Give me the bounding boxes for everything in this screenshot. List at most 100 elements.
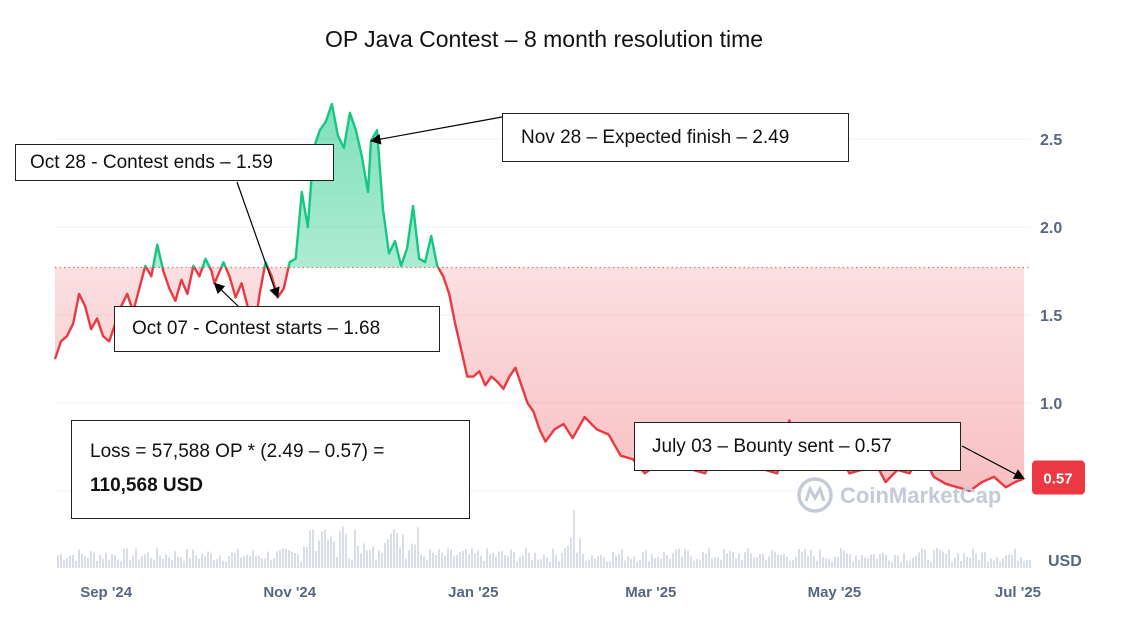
volume-bar [66, 558, 68, 568]
volume-bar [549, 561, 551, 568]
y-tick-label: 1.5 [1040, 308, 1062, 325]
volume-bar [570, 537, 572, 568]
volume-bar [936, 548, 938, 568]
volume-bar [855, 555, 857, 568]
volume-bar [387, 539, 389, 568]
volume-bar [900, 561, 902, 568]
volume-bar [543, 554, 545, 568]
volume-bar [579, 538, 581, 568]
volume-bar [810, 549, 812, 568]
volume-bar [912, 557, 914, 568]
x-tick-label: Mar '25 [625, 584, 676, 601]
volume-bar [357, 545, 359, 568]
volume-bar [741, 560, 743, 568]
volume-bar [987, 561, 989, 568]
volume-bar [864, 557, 866, 568]
volume-bar [945, 554, 947, 568]
volume-bar [942, 551, 944, 568]
x-tick-label: Sep '24 [80, 584, 133, 601]
volume-bar [996, 557, 998, 568]
volume-bar [696, 559, 698, 568]
annotation-arrow [369, 116, 503, 145]
volume-bar [534, 552, 536, 568]
volume-bar [720, 559, 722, 568]
volume-bar [99, 555, 101, 568]
volume-bar [657, 557, 659, 568]
volume-bar [933, 550, 935, 568]
volume-bar [159, 555, 161, 568]
volume-bar [819, 549, 821, 568]
volume-bar [420, 554, 422, 568]
watermark-text: CoinMarketCap [840, 483, 1001, 508]
volume-bar [366, 550, 368, 568]
volume-bar [645, 550, 647, 568]
volume-bar [609, 561, 611, 568]
volume-bar [150, 558, 152, 568]
volume-bar [330, 536, 332, 568]
volume-bar [699, 560, 701, 568]
volume-bar [843, 550, 845, 568]
volume-bar [369, 549, 371, 568]
annotation-contest-starts: Oct 07 - Contest starts – 1.68 [114, 306, 440, 352]
volume-bar [966, 556, 968, 568]
volume-bar [804, 549, 806, 568]
volume-bar [744, 552, 746, 568]
volume-bar [450, 549, 452, 568]
volume-bar [174, 551, 176, 568]
volume-bar [501, 551, 503, 568]
volume-bar [363, 543, 365, 568]
volume-bar [522, 555, 524, 568]
volume-bar [789, 560, 791, 568]
volume-bar [639, 560, 641, 568]
volume-bar [333, 541, 335, 568]
volume-bar [228, 556, 230, 568]
volume-bar [234, 552, 236, 568]
volume-bar [189, 558, 191, 568]
volume-bar [90, 551, 92, 568]
volume-bar [525, 548, 527, 568]
volume-bar [600, 554, 602, 568]
volume-bar [537, 559, 539, 568]
volume-bar [195, 555, 197, 568]
loss-formula: Loss = 57,588 OP * (2.49 – 0.57) = [90, 441, 385, 462]
volume-bar [258, 555, 260, 568]
volume-bar [648, 561, 650, 568]
volume-bar [477, 550, 479, 568]
volume-bar [102, 558, 104, 568]
volume-bar [834, 557, 836, 568]
volume-bar [690, 556, 692, 568]
volume-bar [975, 553, 977, 568]
volume-bar [423, 556, 425, 568]
volume-bar [375, 559, 377, 568]
volume-bar [990, 558, 992, 568]
volume-bar [219, 555, 221, 568]
volume-bar [765, 560, 767, 568]
volume-bar [588, 559, 590, 568]
volume-bar [735, 558, 737, 568]
volume-bar [915, 555, 917, 568]
y-tick-label: 1.0 [1040, 396, 1062, 413]
annotation-bounty-sent: July 03 – Bounty sent – 0.57 [634, 422, 961, 471]
volume-bar [576, 552, 578, 568]
volume-bar [801, 551, 803, 568]
volume-bar [714, 557, 716, 568]
unit-label: USD [1048, 553, 1082, 570]
volume-bar [186, 549, 188, 568]
volume-bar [123, 548, 125, 568]
volume-bar [135, 548, 137, 568]
volume-bar [567, 545, 569, 568]
volume-bar [147, 552, 149, 568]
volume-bar [873, 554, 875, 568]
volume-bar [399, 547, 401, 568]
volume-bar [372, 546, 374, 568]
volume-bar [1026, 559, 1028, 568]
volume-bar [192, 549, 194, 568]
volume-bar [591, 555, 593, 568]
volume-bar [231, 552, 233, 568]
y-tick-label: 2.5 [1040, 132, 1062, 149]
volume-bar [702, 551, 704, 568]
volume-bar [675, 549, 677, 568]
annotation-arrow [236, 181, 280, 299]
volume-bar [774, 551, 776, 568]
volume-bar [510, 549, 512, 568]
